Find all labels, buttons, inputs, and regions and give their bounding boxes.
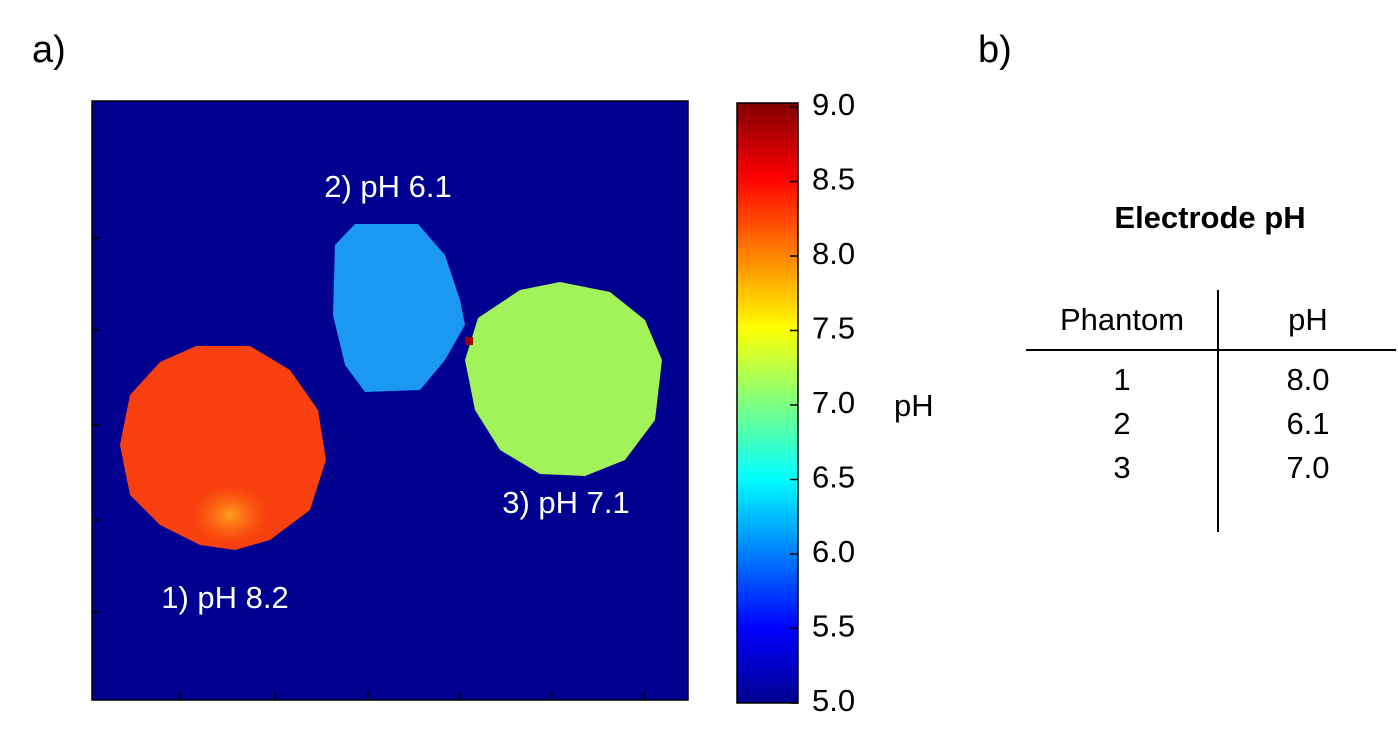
- colorbar-tick-label: 5.5: [812, 609, 855, 644]
- table-cell: 1: [1113, 362, 1130, 397]
- panel-label: a): [32, 29, 66, 71]
- colorbar-tick-label: 6.0: [812, 534, 855, 569]
- table-cell: 8.0: [1286, 362, 1329, 397]
- artifact-pixel: [465, 337, 473, 345]
- table-cell: 6.1: [1286, 406, 1329, 441]
- colorbar-label: pH: [894, 388, 934, 423]
- colorbar-tick-label: 6.5: [812, 460, 855, 495]
- colorbar-tick-label: 5.0: [812, 683, 855, 718]
- annotation: 2) pH 6.1: [324, 169, 452, 204]
- table-cell: 3: [1113, 450, 1130, 485]
- colorbar-tick-label: 8.5: [812, 162, 855, 197]
- table-cell: 7.0: [1286, 450, 1329, 485]
- axis-ticks: [92, 237, 646, 700]
- phantom-3: [465, 282, 662, 476]
- ph-map: 1) pH 8.2 2) pH 6.1 3) pH 7.1: [91, 100, 689, 701]
- colorbar-tick-label: 8.0: [812, 236, 855, 271]
- table-cell: 2: [1113, 406, 1130, 441]
- colorbar-gradient: [736, 102, 799, 704]
- annotation: 1) pH 8.2: [161, 580, 289, 615]
- table-header: Phantom: [1060, 302, 1184, 337]
- colorbar-tick-label: 7.5: [812, 311, 855, 346]
- colorbar-tick-label: 7.0: [812, 385, 855, 420]
- colorbar-tick-label: 9.0: [812, 87, 855, 122]
- phantom-2: [333, 224, 465, 392]
- electrode-table: Electrode pH Phantom pH 1 8.0 2 6.1 3 7.…: [1026, 200, 1396, 532]
- annotation: 3) pH 7.1: [502, 485, 630, 520]
- colorbar: pH 5.0 5.5 6.0 6.5 7.0 7.5 8.0 8.5 9.0: [736, 87, 934, 718]
- panel-label: b): [978, 29, 1012, 71]
- phantom-1-spot: [192, 485, 268, 545]
- phantom-1: [120, 346, 326, 550]
- table-header: pH: [1288, 302, 1328, 337]
- table-title: Electrode pH: [1114, 200, 1305, 235]
